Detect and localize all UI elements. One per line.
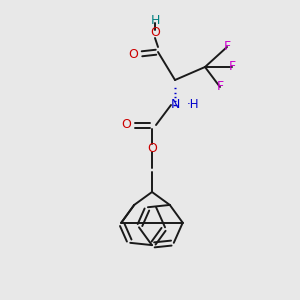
Text: N: N <box>170 98 180 112</box>
Text: F: F <box>216 80 224 94</box>
Text: O: O <box>150 26 160 40</box>
Text: ·H: ·H <box>187 98 199 112</box>
Text: O: O <box>147 142 157 154</box>
Text: F: F <box>228 61 236 74</box>
Text: H: H <box>150 14 160 26</box>
Text: O: O <box>128 47 138 61</box>
Text: O: O <box>121 118 131 131</box>
Text: F: F <box>224 40 231 53</box>
